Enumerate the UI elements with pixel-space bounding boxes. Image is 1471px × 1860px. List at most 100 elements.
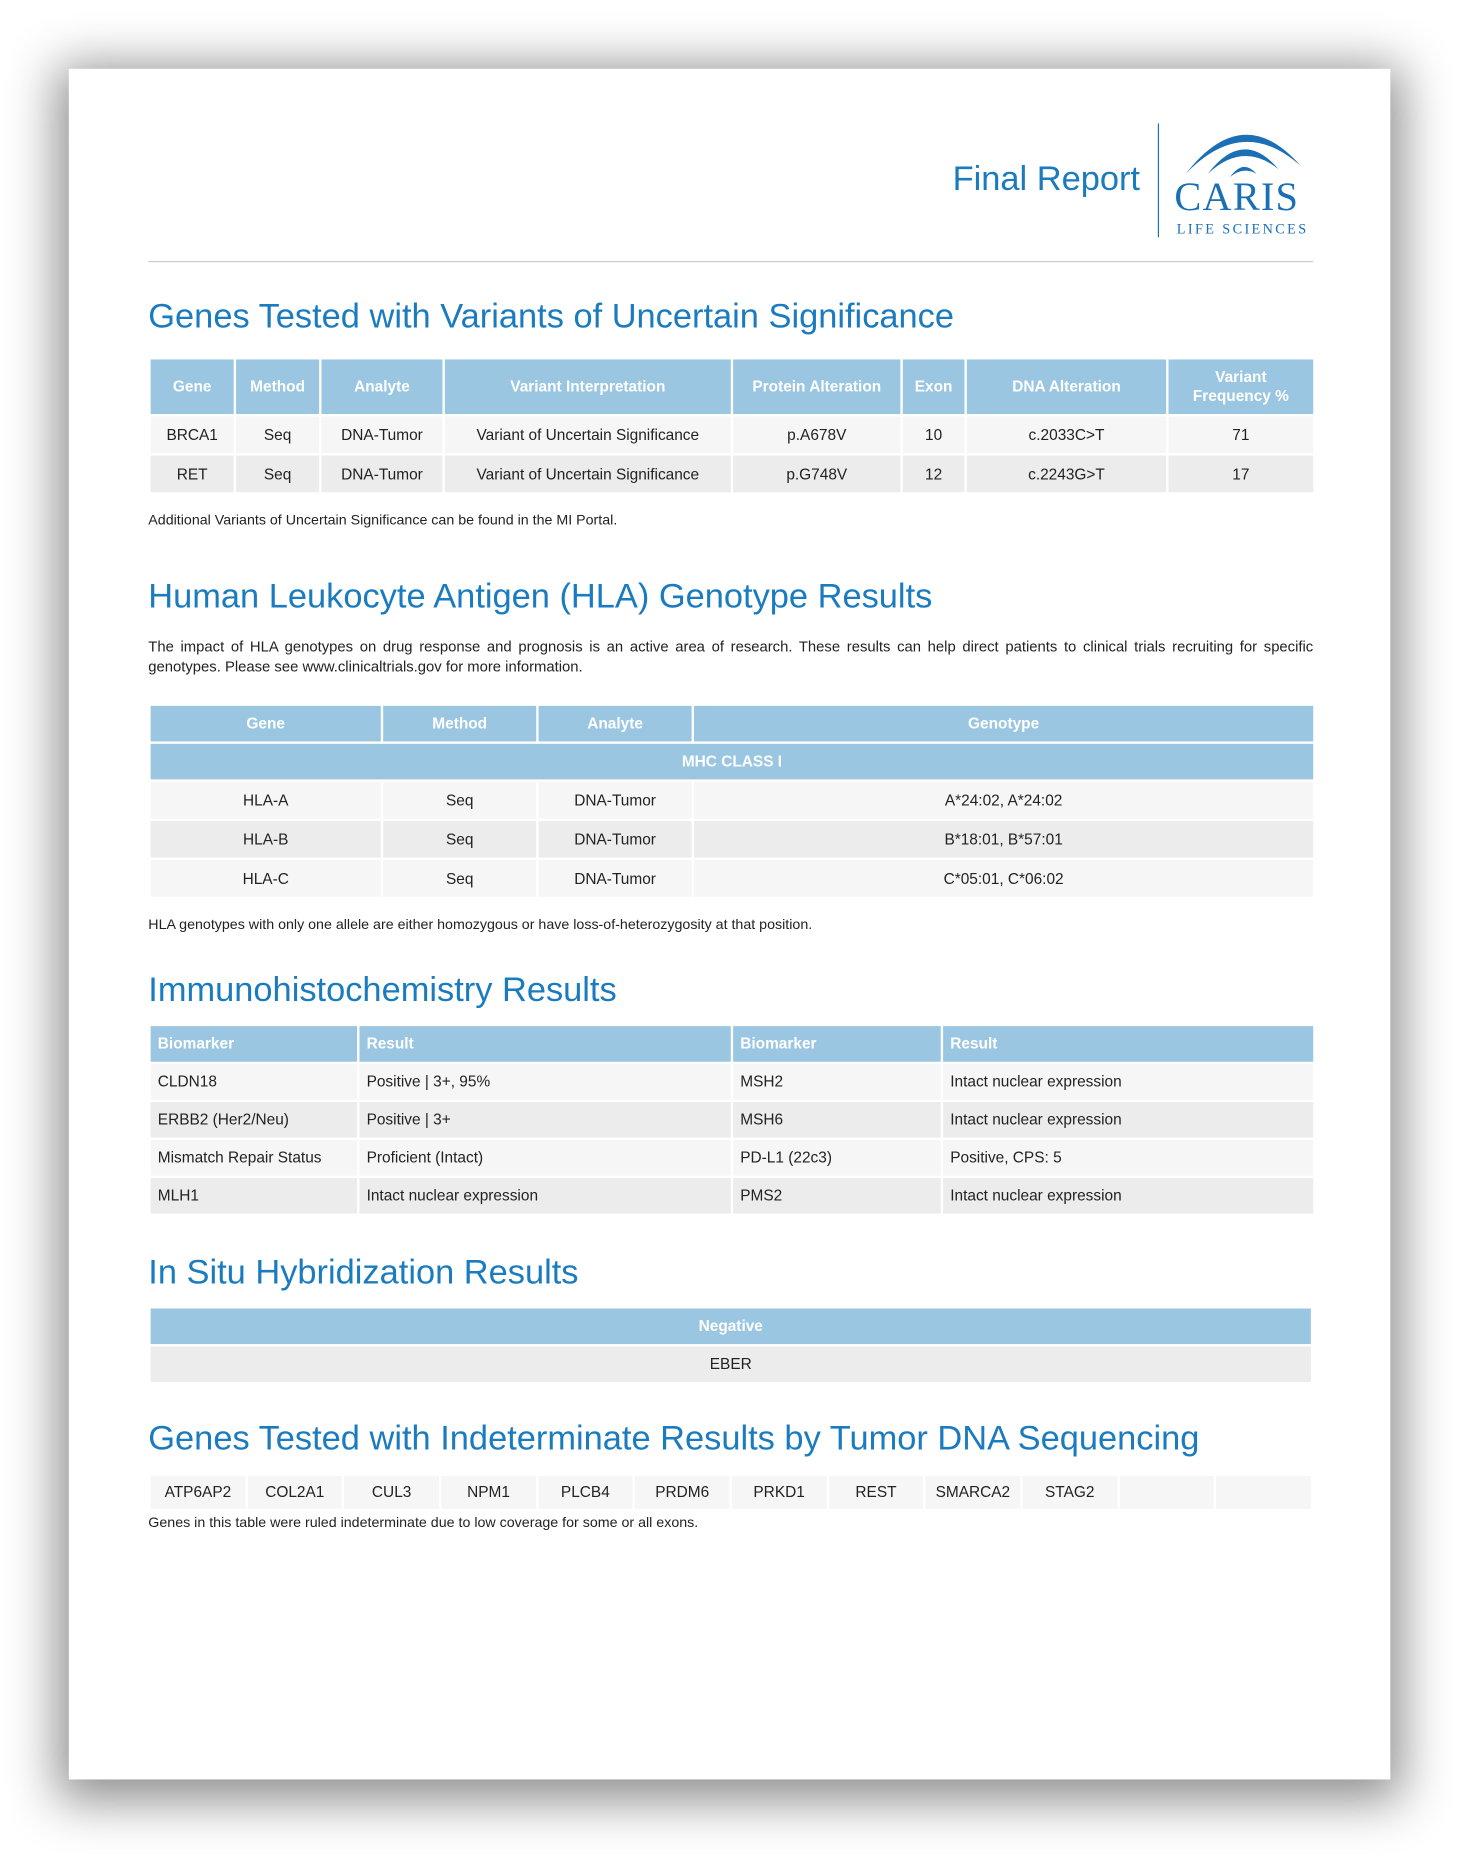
table-row: RET Seq DNA-Tumor Variant of Uncertain Sign… xyxy=(148,453,1316,495)
table-row: ATP6AP2 COL2A1 CUL3 NPM1 PLCB4 PRDM6 PRK… xyxy=(148,1473,1314,1512)
table-row: HLA-A Seq DNA-Tumor A*24:02, A*24:02 xyxy=(148,779,1316,821)
col-header: Protein Alteration xyxy=(730,357,903,417)
table-row: ERBB2 (Her2/Neu) Positive | 3+ MSH6 Intact … xyxy=(148,1099,1316,1141)
col-header: Exon xyxy=(900,357,967,417)
cell: HLA-A xyxy=(148,779,384,821)
cell: Positive, CPS: 5 xyxy=(940,1137,1316,1178)
col-header: Gene xyxy=(148,703,384,744)
table-row: MLH1 Intact nuclear expression PMS2 Intact … xyxy=(148,1175,1316,1216)
table-row: BRCA1 Seq DNA-Tumor Variant of Uncertain Si… xyxy=(148,414,1316,456)
vus-title: Genes Tested with Variants of Uncertain … xyxy=(148,297,955,336)
cell: 10 xyxy=(900,414,967,456)
indeterminate-table: ATP6AP2 COL2A1 CUL3 NPM1 PLCB4 PRDM6 PRK… xyxy=(148,1473,1314,1512)
cell: DNA-Tumor xyxy=(319,414,445,456)
cell: c.2243G>T xyxy=(964,453,1169,495)
cell: MSH2 xyxy=(730,1061,944,1103)
col-header: Method xyxy=(380,703,539,744)
col-header: DNA Alteration xyxy=(964,357,1169,417)
table-row: Mismatch Repair Status Proficient (Intact… xyxy=(148,1137,1316,1178)
cell: Intact nuclear expression xyxy=(940,1099,1316,1141)
gene-cell: PRDM6 xyxy=(632,1473,732,1512)
table-row: EBER xyxy=(148,1344,1314,1385)
cell: RET xyxy=(148,453,237,495)
indeterminate-title: Genes Tested with Indeterminate Results … xyxy=(148,1420,1200,1458)
cell: MSH6 xyxy=(730,1099,944,1141)
gene-cell: REST xyxy=(826,1473,926,1512)
ihc-table: Biomarker Result Biomarker Result CLDN18 Pos… xyxy=(148,1023,1316,1216)
table-row: HLA-B Seq DNA-Tumor B*18:01, B*57:01 xyxy=(148,818,1316,861)
indeterminate-note: Genes in this table were ruled indetermi… xyxy=(148,1513,699,1531)
cell: Mismatch Repair Status xyxy=(148,1137,360,1178)
cell: 12 xyxy=(900,453,967,495)
cell: Variant of Uncertain Significance xyxy=(442,453,734,495)
cell: C*05:01, C*06:02 xyxy=(691,857,1316,900)
cell: BRCA1 xyxy=(148,414,237,456)
cell: Intact nuclear expression xyxy=(357,1175,734,1216)
gene-cell: COL2A1 xyxy=(245,1473,345,1512)
gene-cell: NPM1 xyxy=(438,1473,539,1512)
cell: Variant of Uncertain Significance xyxy=(442,414,734,456)
col-header: Variant Interpretation xyxy=(442,357,734,417)
cell: A*24:02, A*24:02 xyxy=(691,779,1316,821)
cell: HLA-C xyxy=(148,857,384,900)
caris-logo: CARIS LIFE SCIENCES xyxy=(1172,116,1320,241)
vus-note: Additional Variants of Uncertain Signifi… xyxy=(148,511,618,528)
col-header: Variant Frequency % xyxy=(1166,357,1316,417)
col-header: Genotype xyxy=(691,703,1316,744)
col-header: Analyte xyxy=(319,357,445,417)
gene-cell: PLCB4 xyxy=(535,1473,635,1512)
cell: Positive | 3+ xyxy=(357,1099,734,1141)
col-header: Negative xyxy=(148,1306,1314,1347)
col-header: Result xyxy=(940,1023,1316,1065)
cell: PMS2 xyxy=(730,1175,944,1216)
cell: Seq xyxy=(380,857,539,900)
header-divider xyxy=(1157,123,1160,238)
report-page: Final Report CARIS LIFE SCIENCES Genes T… xyxy=(68,68,1391,1780)
gene-cell: STAG2 xyxy=(1020,1473,1120,1512)
col-header: Result xyxy=(357,1023,734,1065)
gene-cell: CUL3 xyxy=(342,1473,442,1512)
cell: 17 xyxy=(1166,453,1316,495)
cell: Seq xyxy=(380,779,539,821)
cell: DNA-Tumor xyxy=(536,779,694,821)
cell: B*18:01, B*57:01 xyxy=(691,818,1316,861)
cell: MLH1 xyxy=(148,1175,360,1216)
hla-title: Human Leukocyte Antigen (HLA) Genotype R… xyxy=(148,577,933,616)
ish-table: Negative EBER xyxy=(148,1306,1314,1385)
group-header: MHC CLASS I xyxy=(148,741,1316,782)
cell: DNA-Tumor xyxy=(319,453,445,495)
cell: Intact nuclear expression xyxy=(940,1061,1316,1103)
hla-intro: The impact of HLA genotypes on drug resp… xyxy=(148,638,1314,676)
ihc-title: Immunohistochemistry Results xyxy=(148,971,617,1010)
cell: c.2033C>T xyxy=(964,414,1169,456)
gene-cell xyxy=(1213,1473,1314,1512)
cell: PD-L1 (22c3) xyxy=(730,1137,944,1178)
cell: 71 xyxy=(1166,414,1316,456)
ish-title: In Situ Hybridization Results xyxy=(148,1253,579,1292)
cell: Intact nuclear expression xyxy=(940,1175,1316,1216)
cell: Seq xyxy=(233,453,322,495)
hla-table: Gene Method Analyte Genotype MHC CLASS I HL… xyxy=(148,703,1316,900)
cell: p.G748V xyxy=(730,453,903,495)
report-title: Final Report xyxy=(952,160,1140,199)
table-row: HLA-C Seq DNA-Tumor C*05:01, C*06:02 xyxy=(148,857,1316,900)
cell: Positive | 3+, 95% xyxy=(357,1061,734,1103)
cell: DNA-Tumor xyxy=(536,857,694,900)
hla-note: HLA genotypes with only one allele are e… xyxy=(148,915,813,933)
col-header: Analyte xyxy=(536,703,694,744)
cell: p.A678V xyxy=(730,414,903,456)
logo-arcs-icon xyxy=(1185,134,1301,178)
col-header: Method xyxy=(233,357,322,417)
cell: EBER xyxy=(148,1344,1314,1385)
cell: Proficient (Intact) xyxy=(357,1137,734,1178)
gene-cell: PRKD1 xyxy=(729,1473,829,1512)
col-header: Biomarker xyxy=(148,1023,360,1065)
vus-table: Gene Method Analyte Variant Interpretation P… xyxy=(148,357,1316,495)
header-rule xyxy=(148,260,1314,263)
gene-cell: ATP6AP2 xyxy=(148,1473,248,1512)
cell: HLA-B xyxy=(148,818,384,861)
logo-name: CARIS xyxy=(1174,175,1300,220)
cell: Seq xyxy=(233,414,322,456)
table-row: CLDN18 Positive | 3+, 95% MSH2 Intact nucle… xyxy=(148,1061,1316,1103)
logo-sub: LIFE SCIENCES xyxy=(1176,220,1309,238)
